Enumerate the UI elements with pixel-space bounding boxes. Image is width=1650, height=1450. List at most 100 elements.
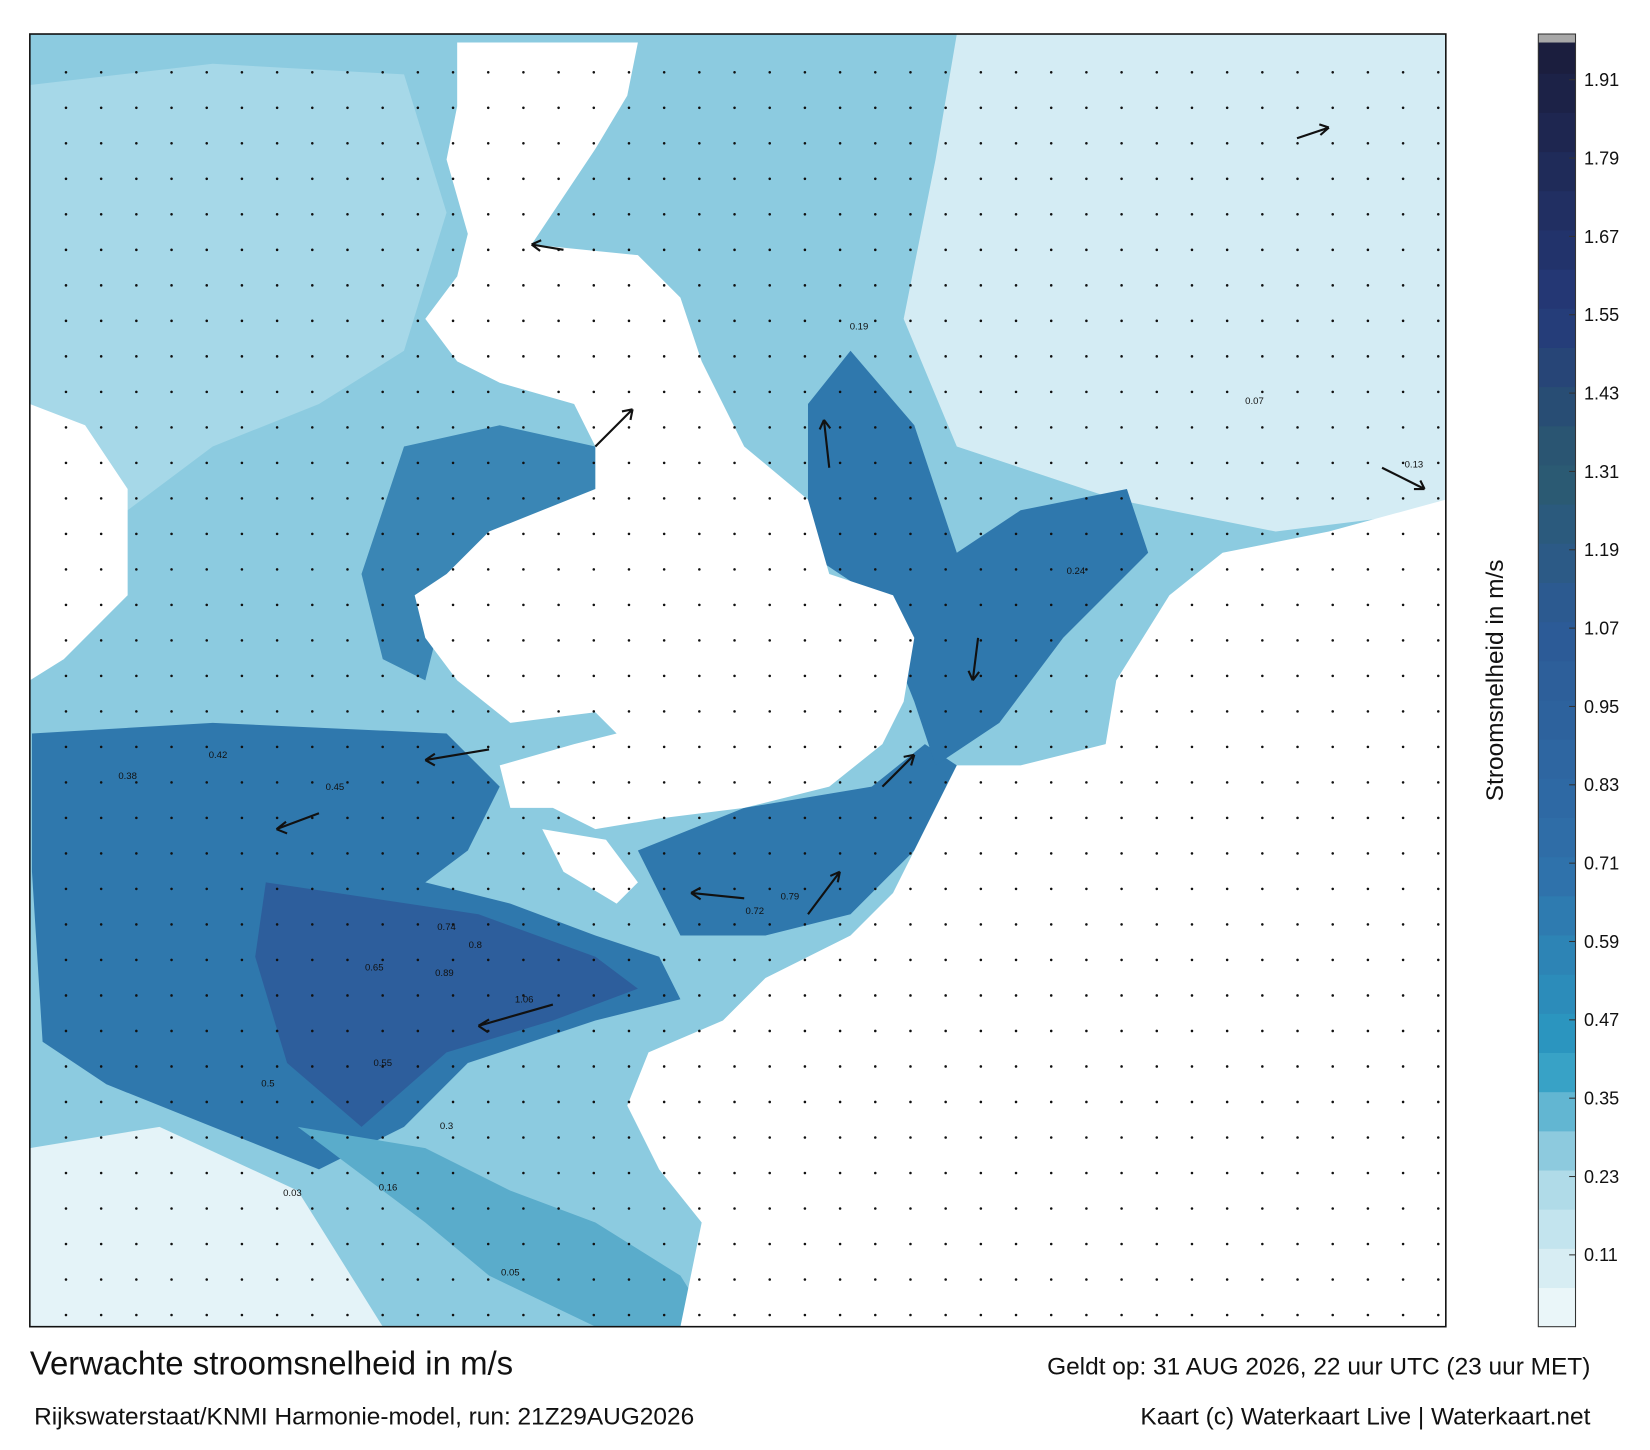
grid-dot	[627, 106, 631, 110]
grid-dot	[1261, 710, 1264, 713]
grid-dot	[381, 568, 384, 571]
grid-dot	[205, 639, 209, 642]
grid-dot	[733, 248, 736, 252]
grid-dot	[1085, 1065, 1088, 1068]
grid-dot	[1085, 1136, 1088, 1139]
grid-dot	[557, 603, 560, 607]
grid-dot	[1120, 319, 1123, 323]
grid-dot	[311, 852, 314, 855]
grid-dot	[346, 674, 349, 678]
grid-dot	[1296, 745, 1299, 749]
grid-dot	[627, 142, 631, 145]
grid-dot	[1120, 71, 1123, 74]
grid-dot	[416, 603, 420, 607]
grid-dot	[1049, 497, 1053, 500]
colorbar-tick-label: 1.91	[1584, 70, 1619, 90]
grid-dot	[698, 1242, 701, 1246]
grid-dot	[135, 781, 138, 784]
grid-dot	[1296, 568, 1299, 571]
grid-dot	[1155, 71, 1159, 74]
grid-dot	[99, 142, 103, 145]
grid-dot	[1261, 319, 1264, 323]
grid-dot	[698, 603, 701, 607]
colorbar-tick-label: 0.35	[1584, 1089, 1619, 1109]
grid-dot	[381, 923, 384, 926]
grid-dot	[698, 248, 701, 252]
grid-dot	[1436, 816, 1440, 820]
grid-dot	[627, 497, 631, 500]
grid-dot	[1331, 1065, 1334, 1068]
grid-dot	[416, 390, 420, 394]
grid-dot	[1366, 603, 1370, 607]
grid-dot	[311, 745, 314, 749]
grid-dot	[1436, 568, 1440, 571]
grid-dot	[275, 1065, 279, 1068]
grid-dot	[416, 745, 420, 749]
grid-dot	[592, 177, 596, 181]
grid-dot	[1296, 852, 1299, 855]
grid-dot	[1049, 639, 1053, 642]
grid-dot	[135, 923, 138, 926]
grid-dot	[1436, 1100, 1440, 1104]
grid-dot	[1155, 1313, 1159, 1317]
water-mid	[297, 1126, 713, 1327]
grid-dot	[662, 1065, 666, 1068]
grid-dot	[979, 390, 983, 394]
grid-dot	[627, 213, 631, 216]
grid-dot	[557, 639, 560, 642]
grid-dot	[1331, 106, 1334, 110]
grid-dot	[1331, 71, 1334, 74]
grid-dot	[416, 71, 420, 74]
grid-dot	[64, 390, 68, 394]
grid-dot	[592, 213, 596, 216]
grid-dot	[803, 1242, 807, 1246]
grid-dot	[592, 994, 596, 997]
colorbar-cap	[1538, 34, 1576, 43]
colorbar-tick-label: 1.67	[1584, 227, 1619, 247]
grid-dot	[1120, 248, 1123, 252]
grid-dot	[768, 106, 771, 110]
grid-dot	[1436, 1278, 1440, 1281]
grid-dot	[698, 710, 701, 713]
grid-dot	[240, 106, 244, 110]
grid-dot	[662, 319, 666, 323]
grid-dot	[874, 852, 877, 855]
grid-dot	[944, 1065, 947, 1068]
grid-dot	[522, 1313, 525, 1317]
grid-dot	[909, 426, 912, 429]
grid-dot	[838, 1171, 842, 1175]
grid-dot	[592, 674, 596, 678]
grid-dot	[944, 355, 947, 358]
grid-dot	[135, 674, 138, 678]
grid-dot	[874, 745, 877, 749]
grid-dot	[733, 1100, 736, 1104]
grid-dot	[627, 639, 631, 642]
grid-dot	[1085, 426, 1088, 429]
grid-dot	[451, 142, 455, 145]
grid-dot	[346, 71, 349, 74]
grid-dot	[768, 1313, 771, 1317]
grid-dot	[170, 1313, 173, 1317]
grid-dot	[1190, 142, 1194, 145]
grid-dot	[240, 1029, 244, 1033]
grid-dot	[1190, 745, 1194, 749]
grid-dot	[240, 461, 244, 465]
grid-dot	[275, 781, 279, 784]
grid-dot	[909, 461, 912, 465]
grid-dot	[944, 1029, 947, 1033]
grid-dot	[1366, 710, 1370, 713]
grid-dot	[838, 142, 842, 145]
grid-dot	[1261, 603, 1264, 607]
grid-dot	[944, 603, 947, 607]
grid-dot	[803, 142, 807, 145]
land	[414, 42, 915, 830]
grid-dot	[662, 71, 666, 74]
grid-dot	[803, 1029, 807, 1033]
grid-dot	[1366, 426, 1370, 429]
grid-dot	[1085, 142, 1088, 145]
speed-label: 0.16	[379, 1183, 398, 1194]
grid-dot	[240, 781, 244, 784]
grid-dot	[1261, 781, 1264, 784]
grid-dot	[99, 674, 103, 678]
grid-dot	[1296, 177, 1299, 181]
